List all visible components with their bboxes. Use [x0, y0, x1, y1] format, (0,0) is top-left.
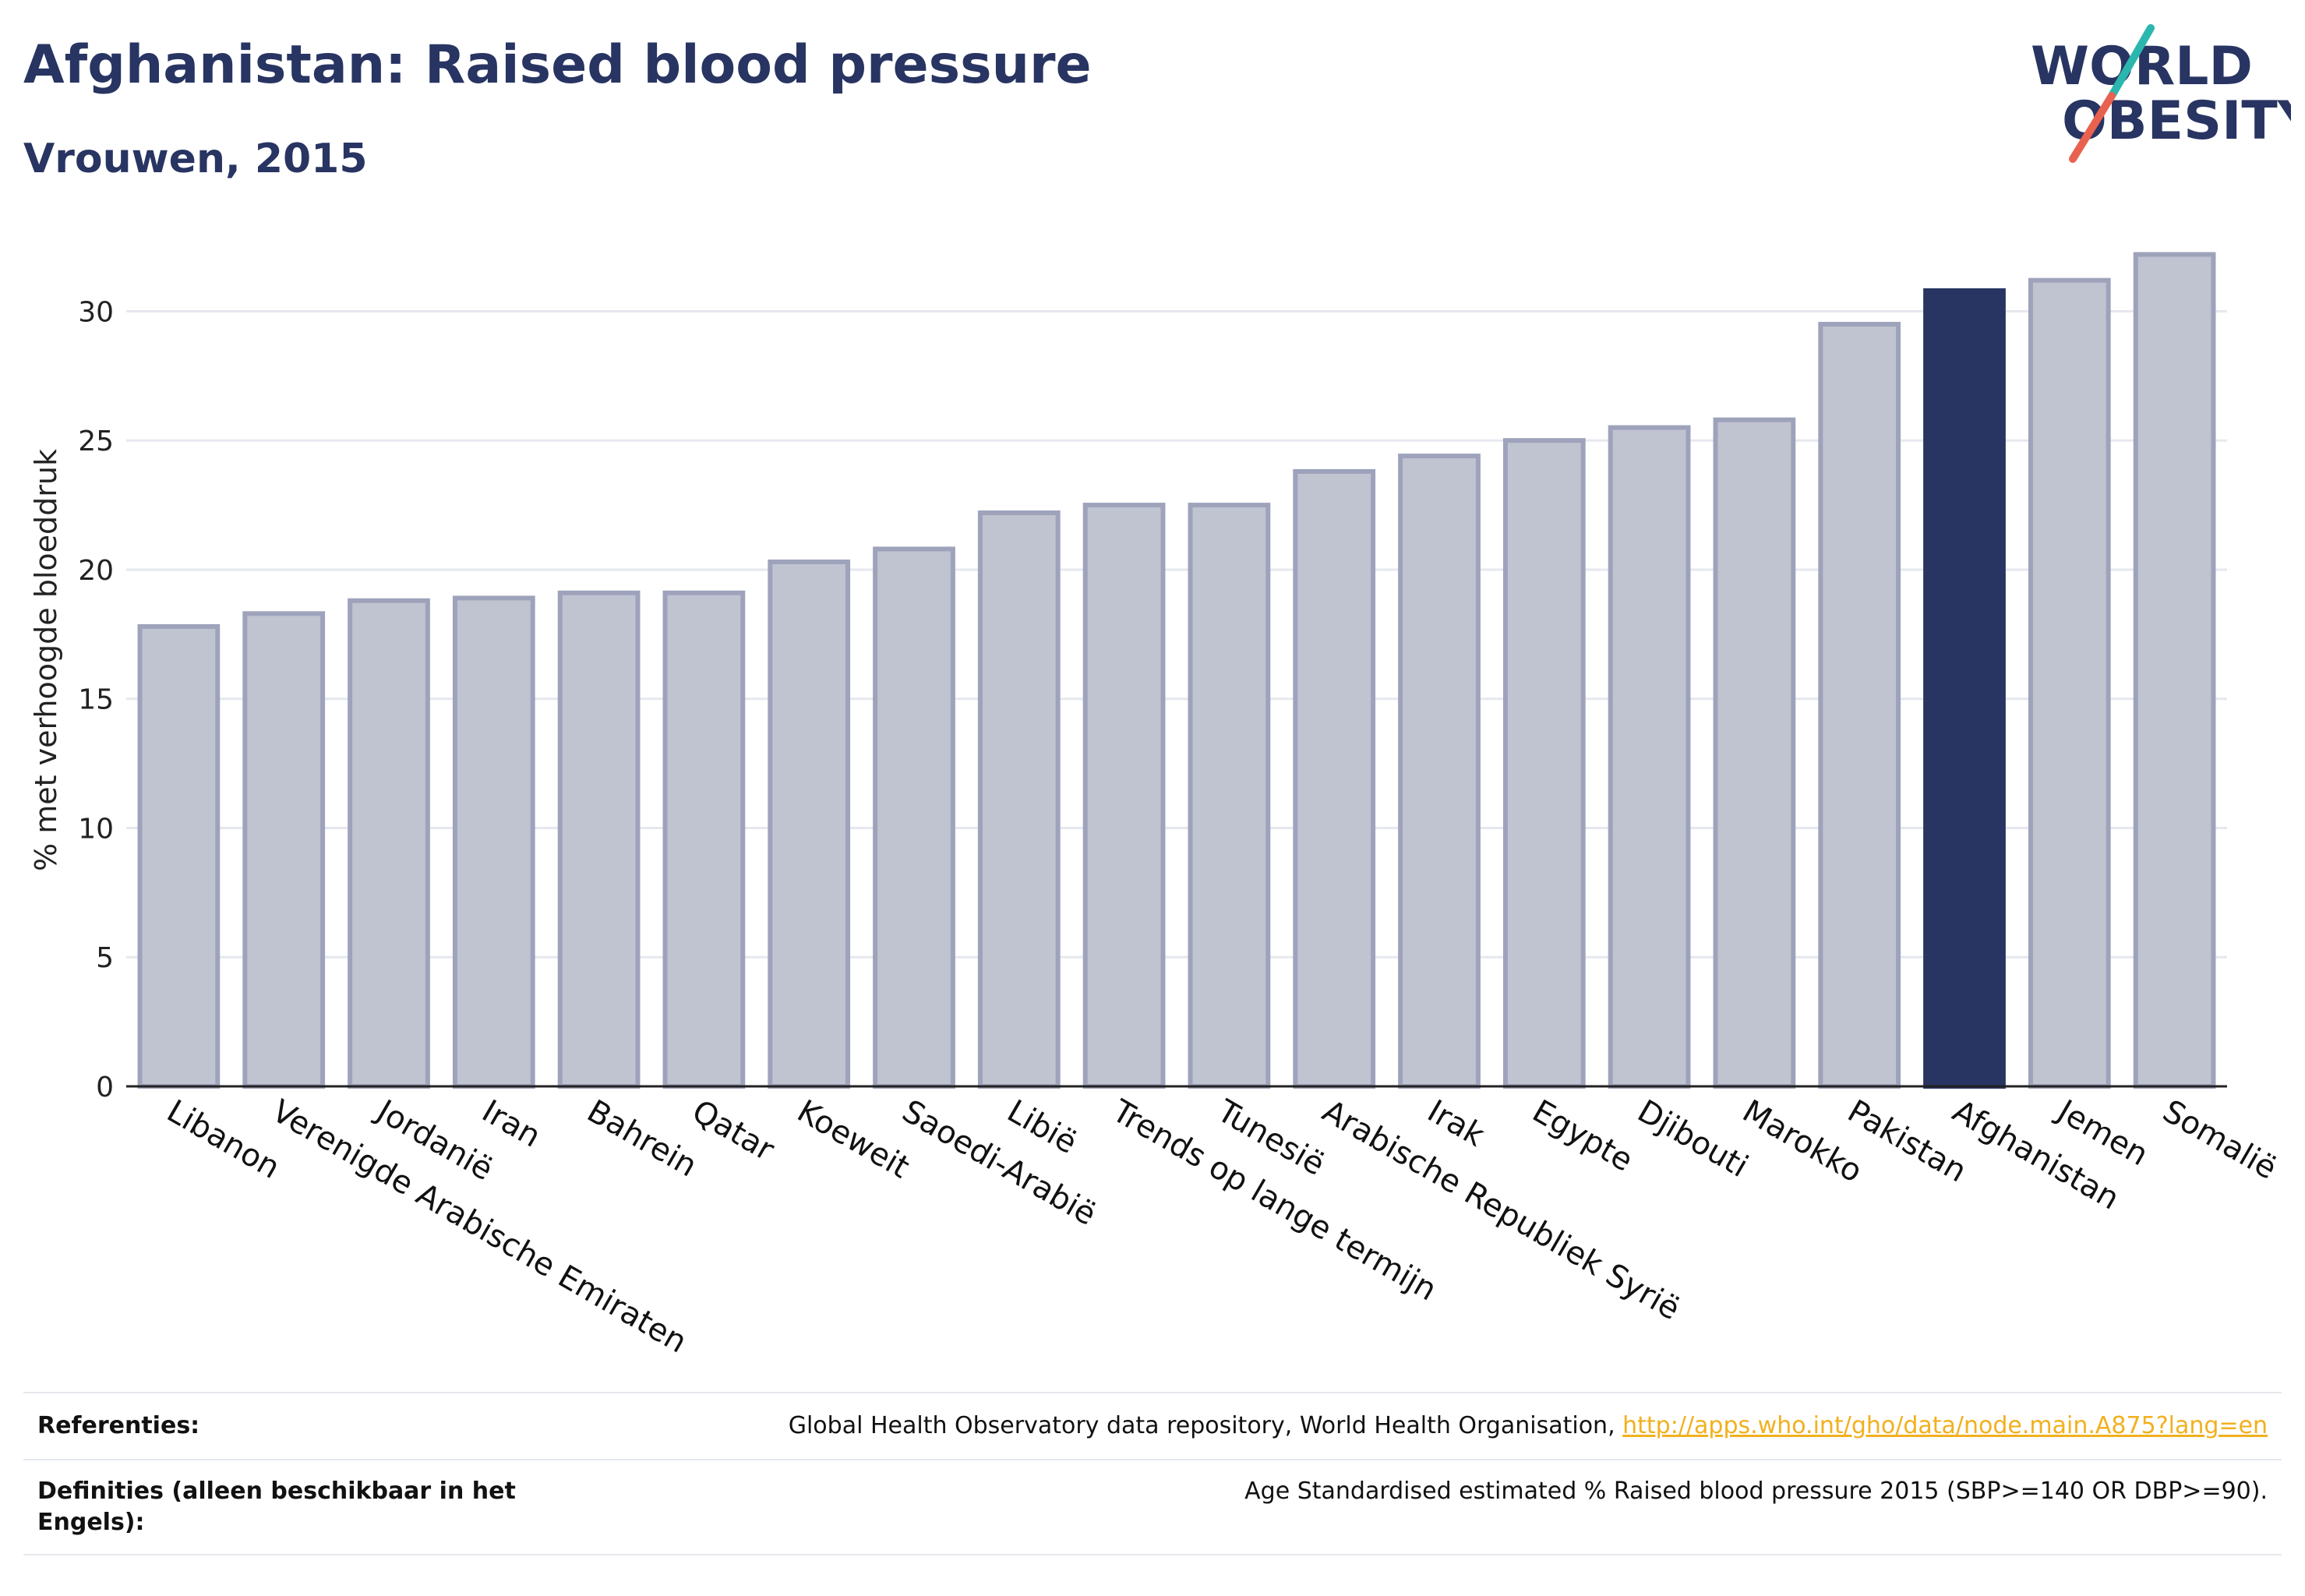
x-tick-label: Somalië — [2157, 1093, 2283, 1187]
bar — [1188, 503, 1271, 1089]
bar — [662, 590, 746, 1089]
bar — [768, 560, 851, 1089]
footer-references-row: Referenties: Global Health Observatory d… — [23, 1393, 2282, 1459]
bar — [557, 590, 641, 1089]
y-axis-label: % met verhoogde bloeddruk — [29, 449, 63, 871]
references-link[interactable]: http://apps.who.int/gho/data/node.main.A… — [1622, 1412, 2268, 1439]
references-value: Global Health Observatory data repositor… — [789, 1411, 2268, 1442]
definitions-label: Definities (alleen beschikbaar in het En… — [37, 1476, 516, 1538]
bar — [1398, 454, 1481, 1089]
definitions-label-line2: Engels): — [37, 1509, 145, 1536]
x-tick-label: Libanon — [161, 1093, 285, 1186]
bar — [1293, 468, 1376, 1089]
bar-highlight — [1923, 288, 2006, 1089]
x-tick-label: Saoedi-Arabië — [896, 1093, 1102, 1233]
bar — [348, 598, 430, 1089]
bar — [242, 611, 326, 1089]
chart-title: Afghanistan: Raised blood pressure — [23, 34, 1092, 96]
x-tick-label: Marokko — [1736, 1093, 1868, 1190]
world-obesity-logo: WORLD OBESITY — [2031, 24, 2291, 163]
footer-divider-top — [23, 1392, 2282, 1393]
x-tick-label: Koeweit — [791, 1093, 915, 1186]
x-tick-label: Irak — [1421, 1093, 1491, 1154]
logo-slash-bottom — [2069, 92, 2116, 163]
bar — [2133, 252, 2216, 1089]
x-tick-label: Arabische Republiek Syrië — [1316, 1093, 1686, 1327]
bar — [1502, 438, 1586, 1089]
y-tick-label: 5 — [96, 942, 114, 974]
bar — [1082, 503, 1166, 1089]
bar — [2028, 277, 2111, 1089]
bar — [1713, 417, 1796, 1089]
bar — [873, 546, 955, 1089]
bar — [452, 595, 535, 1089]
y-tick-label: 30 — [78, 296, 114, 328]
footer-divider-bottom — [23, 1554, 2282, 1555]
y-tick-label: 10 — [78, 813, 114, 845]
footer-divider-middle — [23, 1459, 2282, 1460]
logo-slash-top — [2108, 24, 2155, 100]
x-tick-label: Bahrein — [581, 1093, 703, 1185]
y-tick-label: 25 — [78, 425, 114, 457]
bar — [1818, 322, 1901, 1089]
bar — [977, 510, 1061, 1089]
x-tick-label: Djibouti — [1632, 1093, 1754, 1185]
bar — [1608, 425, 1691, 1089]
bar — [137, 623, 221, 1089]
x-tick-label: Pakistan — [1841, 1093, 1972, 1190]
references-text: Global Health Observatory data repositor… — [788, 1412, 1623, 1439]
y-tick-label: 0 — [96, 1072, 114, 1103]
y-tick-label: 15 — [78, 684, 114, 716]
x-tick-label: Iran — [476, 1093, 547, 1155]
definitions-label-line1: Definities (alleen beschikbaar in het — [37, 1478, 516, 1505]
bar-chart: 0 5 10 15 20 25 30 % met verhoogde bloeddruk Lib… — [29, 252, 2283, 1361]
footer-definitions-row: Definities (alleen beschikbaar in het En… — [23, 1460, 2282, 1554]
definitions-value: Age Standardised estimated % Raised bloo… — [1244, 1478, 2268, 1505]
references-label: Referenties: — [37, 1412, 200, 1439]
x-tick-label: Egypte — [1527, 1093, 1639, 1179]
chart-subtitle: Vrouwen, 2015 — [23, 136, 368, 182]
y-tick-label: 20 — [78, 555, 114, 587]
